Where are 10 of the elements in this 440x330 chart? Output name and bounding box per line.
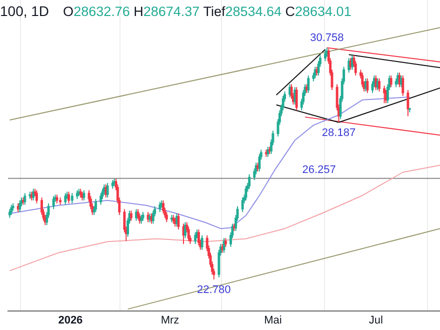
x-tick-label: Mai <box>264 314 282 326</box>
chart-subtitle: O28632.76 H28674.37 Tief28534.64 C28634.01 <box>63 4 352 19</box>
x-tick-label: Jul <box>368 314 383 326</box>
x-tick-label: 2026 <box>58 314 83 326</box>
annotation: 30.758 <box>310 32 344 44</box>
annotation: 28.187 <box>322 126 356 139</box>
annotation: 22.780 <box>197 284 231 296</box>
x-tick-label: Mrz <box>160 314 180 326</box>
ref-line-label: 26.257 <box>302 164 336 176</box>
chart-title: 100, 1D <box>0 3 50 19</box>
